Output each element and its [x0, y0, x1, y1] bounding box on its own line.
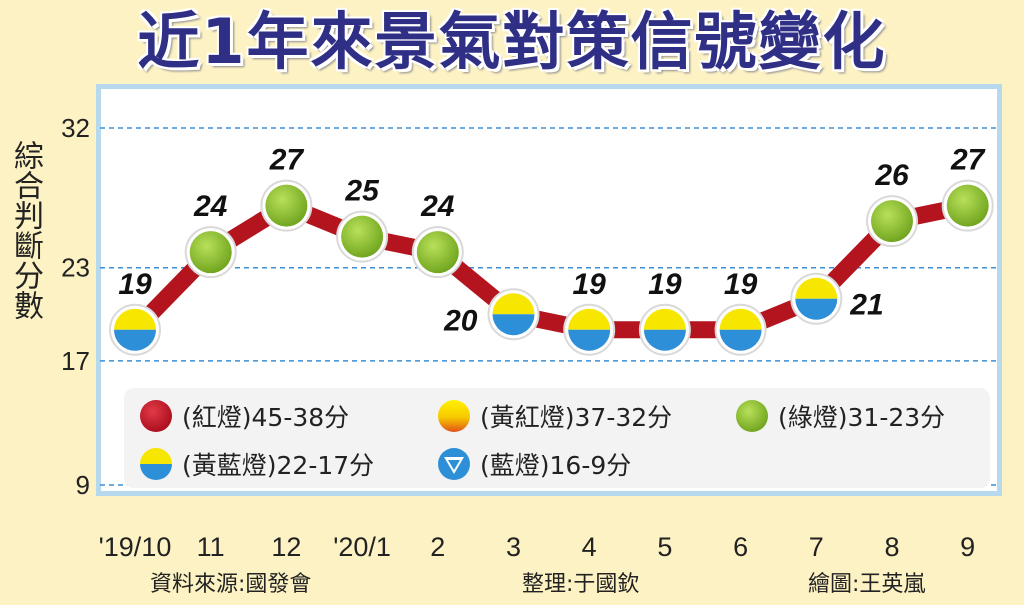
- x-tick-label: 3: [506, 532, 521, 562]
- legend-item-yellow-red: (黃紅燈)37-32分: [434, 396, 672, 436]
- source-credit: 資料來源:國發會: [150, 572, 312, 597]
- data-label: 27: [950, 144, 986, 177]
- red-light-icon: [140, 400, 172, 432]
- y-tick-label: 17: [61, 346, 90, 376]
- data-label: 24: [193, 190, 228, 223]
- legend-label-green: (綠燈)31-23分: [778, 403, 946, 432]
- data-label: 20: [443, 304, 478, 337]
- data-point: [866, 195, 918, 248]
- x-tick-label: 12: [271, 532, 301, 562]
- data-point: [714, 303, 767, 356]
- x-tick-label: 6: [733, 532, 748, 562]
- y-tick-label: 23: [61, 253, 90, 283]
- legend-label-red: (紅燈)45-38分: [182, 403, 350, 432]
- legend-item-blue: (藍燈)16-9分: [434, 444, 631, 484]
- x-tick-label: 11: [197, 532, 225, 562]
- data-point: [411, 226, 464, 279]
- x-tick-label: '19/10: [99, 532, 172, 562]
- data-label: 19: [724, 268, 758, 301]
- data-label: 26: [874, 159, 909, 192]
- legend-item-green: (綠燈)31-23分: [732, 396, 945, 436]
- legend-label-yellow-blue: (黃藍燈)22-17分: [182, 451, 375, 480]
- yellow-blue-light-icon: [140, 448, 172, 480]
- editor-credit: 整理:于國欽: [522, 572, 640, 597]
- x-tick-label: 5: [657, 532, 672, 562]
- data-label: 24: [420, 190, 455, 223]
- data-point: [790, 272, 843, 325]
- data-label: 19: [648, 268, 682, 301]
- data-label: 21: [849, 289, 883, 322]
- x-tick-label: 4: [582, 532, 597, 562]
- legend-label-blue: (藍燈)16-9分: [480, 451, 632, 480]
- y-tick-label: 9: [76, 470, 90, 500]
- data-point: [184, 226, 237, 279]
- data-label: 19: [573, 268, 607, 301]
- artist-credit: 繪圖:王英嵐: [808, 572, 926, 597]
- x-tick-label: 7: [809, 532, 824, 562]
- data-point: [563, 303, 616, 356]
- legend-item-red: (紅燈)45-38分: [136, 396, 349, 436]
- x-tick-label: 2: [430, 532, 445, 562]
- legend-item-yellow-blue: (黃藍燈)22-17分: [136, 444, 374, 484]
- y-axis-label: 綜合判斷分數: [8, 140, 43, 320]
- legend-label-yellow-red: (黃紅燈)37-32分: [480, 403, 673, 432]
- x-tick-label: 8: [884, 532, 899, 562]
- yellow-red-light-icon: [438, 400, 470, 432]
- data-point: [109, 303, 161, 356]
- data-point: [260, 179, 313, 232]
- data-point: [487, 288, 540, 341]
- green-light-icon: [736, 400, 768, 432]
- data-label: 27: [269, 144, 305, 177]
- y-tick-label: 32: [61, 113, 90, 143]
- chart-title: 近1年來景氣對策信號變化: [137, 5, 887, 78]
- data-label: 19: [118, 268, 152, 301]
- data-point: [638, 303, 691, 356]
- blue-light-icon: [438, 448, 470, 480]
- data-point: [336, 210, 389, 263]
- data-point: [941, 179, 994, 232]
- data-label: 25: [344, 175, 380, 208]
- x-tick-label: 9: [960, 532, 975, 562]
- legend: (紅燈)45-38分 (黃紅燈)37-32分 (綠燈)31-23分 (黃藍燈)2…: [124, 388, 990, 488]
- x-tick-label: '20/1: [333, 532, 391, 562]
